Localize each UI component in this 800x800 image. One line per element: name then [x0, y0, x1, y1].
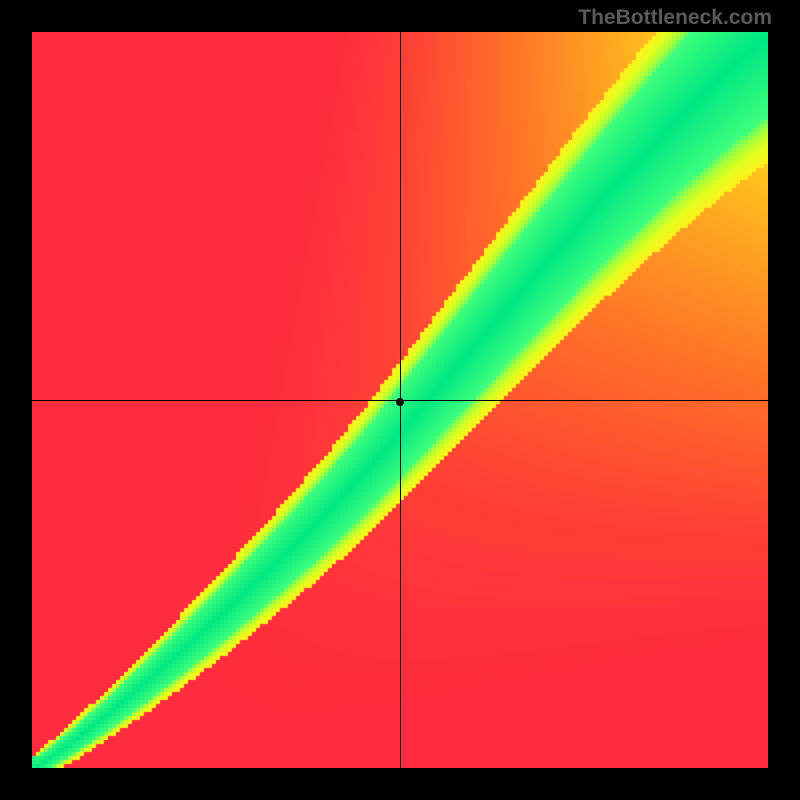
data-point-marker — [396, 398, 404, 406]
bottleneck-heatmap — [32, 32, 768, 768]
watermark-text: TheBottleneck.com — [578, 6, 772, 30]
